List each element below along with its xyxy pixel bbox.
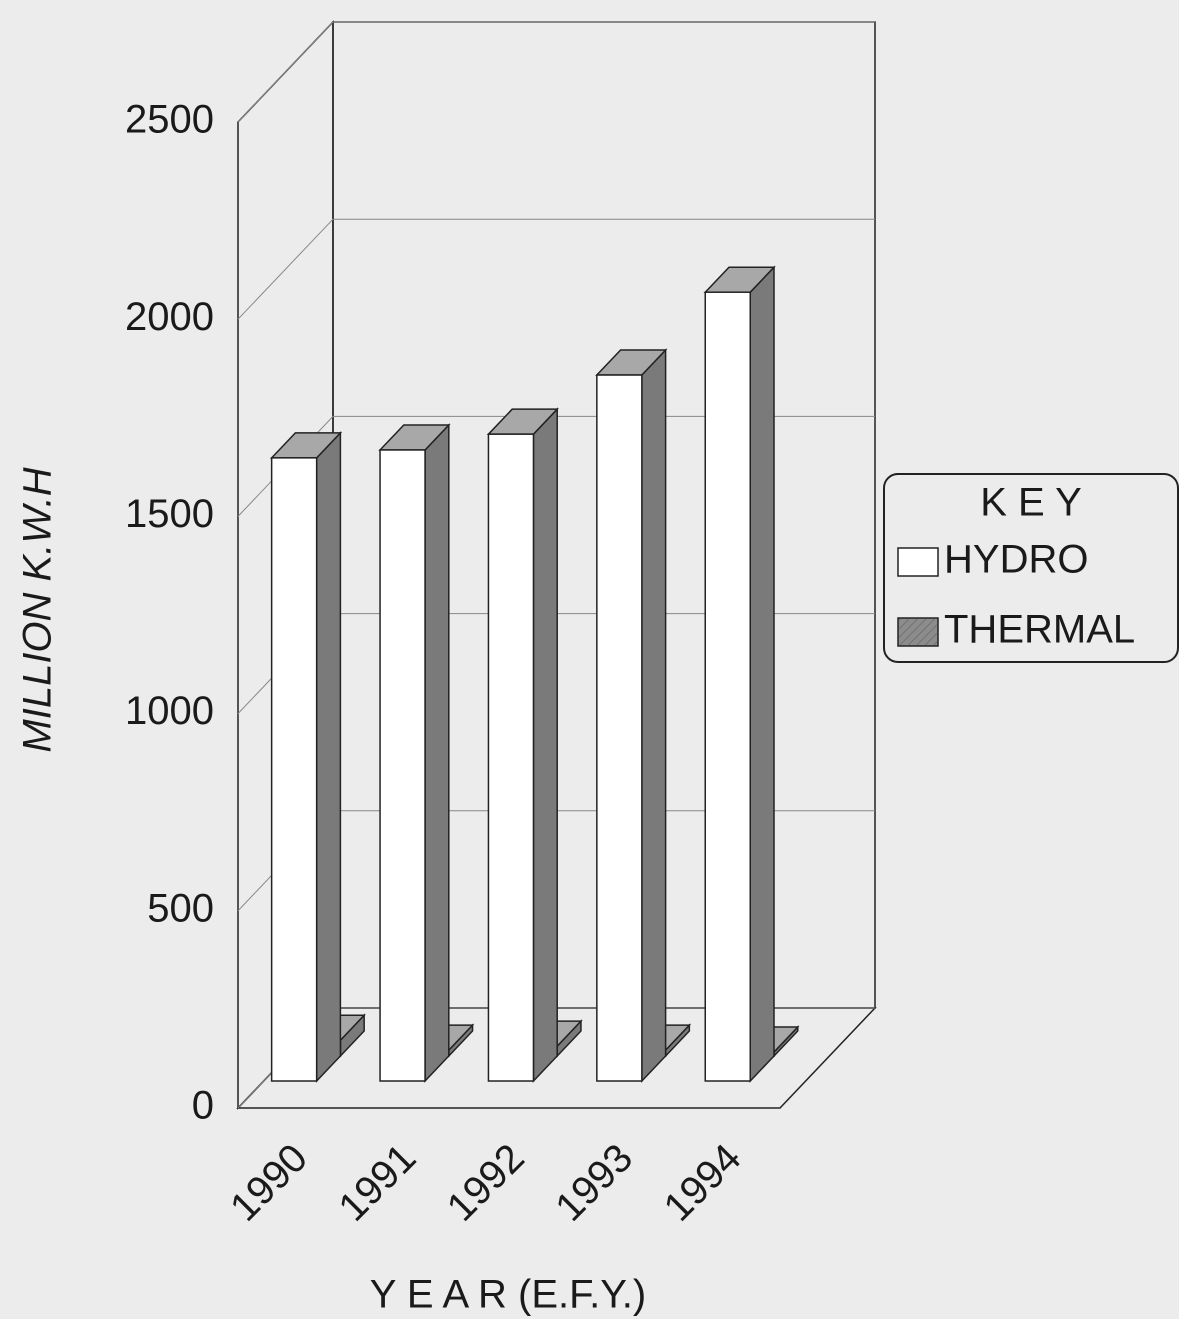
y-axis-label: MILLION K.W.H (16, 467, 60, 752)
bar-side (641, 348, 667, 1083)
grid-line (237, 21, 875, 123)
bar-side (315, 430, 342, 1083)
x-axis-label: Y E A R (E.F.Y.) (370, 1273, 646, 1317)
legend-label: THERMAL (944, 608, 1135, 652)
bar (487, 433, 535, 1082)
bar-side (749, 265, 775, 1083)
y-tick-label: 500 (147, 886, 214, 930)
x-tick-label: 1994 (656, 1136, 750, 1230)
bar-side (532, 407, 558, 1083)
bar-side (424, 423, 450, 1083)
legend-swatch (897, 547, 939, 577)
x-tick-label: 1991 (330, 1136, 424, 1230)
legend-label: HYDRO (944, 538, 1088, 582)
x-tick-label: 1992 (439, 1136, 533, 1230)
bar (704, 291, 751, 1082)
legend: K E Y HYDRO THERMAL (883, 473, 1179, 663)
legend-title: K E Y (980, 481, 1082, 525)
x-tick-label: 1990 (222, 1136, 316, 1230)
y-tick-label: 1500 (125, 492, 214, 536)
y-tick-label: 2000 (125, 295, 214, 339)
bar (379, 449, 426, 1082)
bar (270, 457, 318, 1082)
y-tick-label: 1000 (125, 689, 214, 733)
grid-line (237, 218, 875, 320)
y-tick-label: 0 (192, 1084, 214, 1128)
x-tick-label: 1993 (547, 1136, 641, 1230)
grid-line (237, 415, 875, 517)
y-tick-label: 2500 (125, 98, 214, 142)
legend-box (883, 473, 1179, 663)
bar (596, 374, 643, 1082)
legend-hatch (898, 618, 938, 646)
